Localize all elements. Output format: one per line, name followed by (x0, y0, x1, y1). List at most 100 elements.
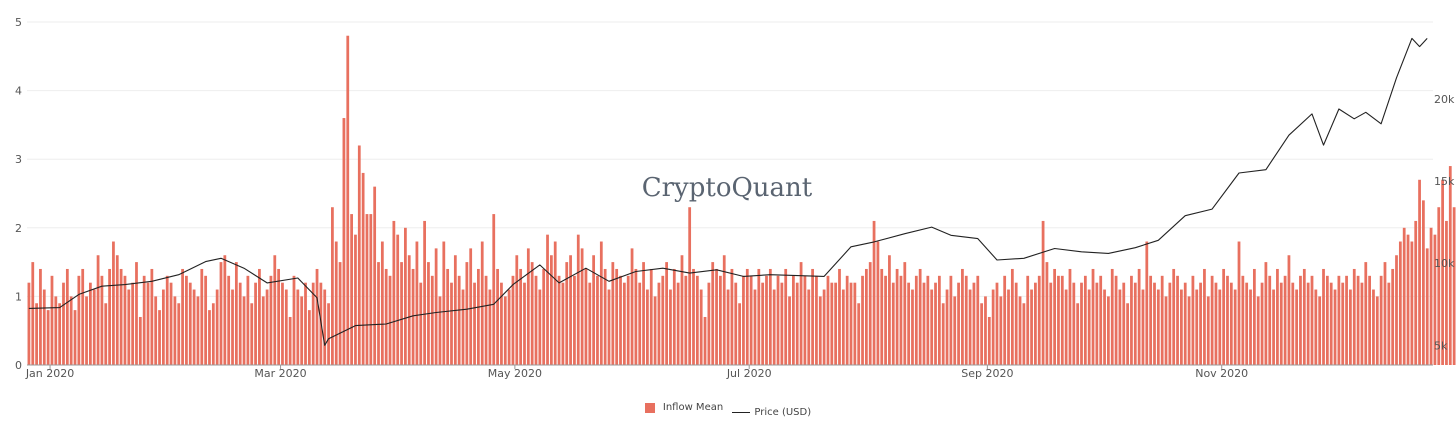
inflow-bar (215, 289, 219, 365)
inflow-bar (803, 275, 807, 365)
legend-item-price[interactable]: Price (USD) (732, 407, 811, 418)
inflow-bar (415, 241, 419, 365)
inflow-bar (146, 282, 150, 365)
inflow-bar (1060, 275, 1064, 365)
inflow-bar (331, 207, 334, 365)
inflow-bar (922, 282, 926, 365)
inflow-bar (165, 275, 169, 365)
inflow-bar (738, 303, 741, 365)
inflow-bar (930, 289, 934, 365)
inflow-bar (42, 289, 46, 365)
inflow-bar (1391, 268, 1395, 365)
inflow-bar (561, 282, 565, 365)
inflow-bar (1249, 289, 1252, 365)
inflow-bar (423, 220, 426, 365)
inflow-bar (1352, 268, 1356, 365)
price-line-layer (28, 37, 1428, 346)
inflow-bar (327, 303, 330, 365)
inflow-bar (1118, 289, 1122, 365)
inflow-bar (907, 282, 911, 365)
inflow-bar (204, 275, 208, 365)
inflow-bar (457, 275, 461, 365)
inflow-bar (223, 255, 227, 365)
inflow-bar (699, 289, 703, 365)
inflow-bar (1237, 241, 1241, 365)
inflow-bar (365, 214, 369, 365)
legend-line-swatch (732, 411, 751, 413)
inflow-bar (780, 282, 784, 365)
inflow-bar (173, 296, 177, 365)
inflow-bar (404, 227, 407, 365)
inflow-bar (911, 289, 914, 365)
inflow-bar (1437, 207, 1441, 365)
inflow-bar (488, 289, 492, 365)
inflow-bar (181, 268, 184, 365)
x-tick-label: Jan 2020 (25, 367, 74, 380)
inflow-bar (1007, 289, 1010, 365)
inflow-bar (1364, 262, 1368, 365)
inflow-bar (515, 255, 519, 365)
inflow-bar (1018, 296, 1022, 365)
inflow-bar (573, 275, 576, 365)
inflow-bar (465, 262, 469, 365)
inflow-bar (622, 282, 626, 365)
inflow-bar (857, 303, 861, 365)
inflow-bar (1295, 289, 1299, 365)
inflow-bar (596, 275, 599, 365)
inflow-bar (373, 186, 377, 365)
inflow-bar (484, 275, 488, 365)
inflow-bar (1172, 268, 1176, 365)
inflow-bar (519, 268, 523, 365)
inflow-bar (715, 268, 718, 365)
inflow-bar (945, 289, 949, 365)
inflow-bar (914, 275, 918, 365)
inflow-bar (557, 275, 561, 365)
inflow-bar (346, 35, 350, 365)
inflow-mean-bars (27, 35, 1456, 365)
inflow-bar (169, 282, 173, 365)
inflow-bar (588, 282, 592, 365)
inflow-bar (85, 296, 88, 365)
inflow-bar (1087, 289, 1091, 365)
inflow-bar (1114, 275, 1118, 365)
inflow-bar (876, 241, 880, 365)
inflow-bar (384, 268, 388, 365)
inflow-bar (861, 275, 864, 365)
inflow-bar (300, 296, 304, 365)
inflow-bar (1418, 179, 1421, 365)
y-left-tick-label: 3 (15, 153, 22, 166)
inflow-bar (968, 289, 972, 365)
inflow-bar (311, 282, 315, 365)
inflow-bar (407, 255, 411, 365)
inflow-bar (626, 275, 630, 365)
inflow-bar (891, 282, 895, 365)
inflow-bar (388, 275, 392, 365)
inflow-bar (1272, 289, 1275, 365)
inflow-bar (380, 241, 384, 365)
inflow-bar (619, 275, 622, 365)
inflow-bar (1037, 275, 1041, 365)
inflow-bar (672, 268, 676, 365)
inflow-bar (192, 289, 196, 365)
inflow-bar (553, 241, 557, 365)
inflow-bar (503, 296, 507, 365)
price-line (28, 37, 1428, 346)
inflow-bar (1191, 275, 1195, 365)
inflow-bar (1222, 268, 1226, 365)
inflow-bar (307, 310, 311, 365)
inflow-bar (1302, 268, 1306, 365)
inflow-bar (984, 296, 987, 365)
inflow-bar (1329, 282, 1333, 365)
legend-item-inflow-mean[interactable]: Inflow Mean (644, 402, 723, 413)
inflow-bar (211, 303, 215, 365)
y-right-tick-label: 15k (1434, 175, 1455, 188)
inflow-bar (937, 275, 941, 365)
inflow-bar (469, 248, 473, 365)
inflow-bar (334, 241, 338, 365)
inflow-bar (776, 275, 780, 365)
inflow-bar (692, 268, 695, 365)
inflow-bar (115, 255, 119, 365)
inflow-bar (565, 262, 569, 365)
inflow-bar (834, 282, 838, 365)
